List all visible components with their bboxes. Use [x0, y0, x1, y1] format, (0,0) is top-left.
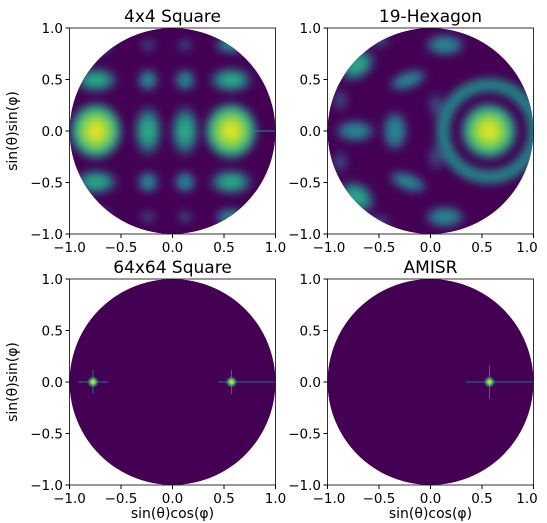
panel-amisr: AMISR sin(θ)cos(φ) −1.0 −0.5 0.0 0.5 1.0… — [288, 258, 538, 522]
y-tick-label: −0.5 — [288, 176, 321, 192]
y-tick-label: −1.0 — [30, 227, 63, 243]
x-tick-label: −0.5 — [105, 240, 138, 256]
y-tick-label: −1.0 — [30, 478, 63, 494]
x-ticks: −1.0 −0.5 0.0 0.5 1.0 — [53, 234, 286, 256]
x-tick-label: −0.5 — [363, 491, 396, 507]
x-tick-label: 0.5 — [213, 491, 234, 507]
chart-title: AMISR — [404, 258, 458, 278]
y-tick-label: −0.5 — [30, 176, 63, 192]
x-tick-label: 1.0 — [516, 240, 537, 256]
y-tick-label: 1.0 — [42, 272, 63, 288]
x-tick-label: 1.0 — [265, 240, 286, 256]
x-ticks: −1.0 −0.5 0.0 0.5 1.0 — [53, 485, 286, 507]
y-tick-label: 1.0 — [42, 21, 63, 37]
x-tick-label: 0.0 — [420, 491, 441, 507]
y-tick-label: 0.5 — [42, 73, 63, 89]
x-tick-label: 0.0 — [162, 491, 183, 507]
y-tick-label: 1.0 — [300, 21, 321, 37]
beam-pattern-amisr — [327, 279, 534, 485]
y-axis-label: sin(θ)sin(φ) — [5, 91, 21, 171]
x-tick-label: 0.5 — [471, 240, 492, 256]
x-tick-label: −1.0 — [313, 240, 346, 256]
x-tick-label: −1.0 — [313, 491, 346, 507]
x-tick-label: 0.5 — [471, 491, 492, 507]
y-tick-label: 0.0 — [42, 375, 63, 391]
beam-pattern-64x64 — [69, 279, 276, 485]
chart-title: 4x4 Square — [124, 7, 221, 27]
x-tick-label: 1.0 — [265, 491, 286, 507]
x-tick-label: −1.0 — [53, 491, 86, 507]
x-tick-label: 0.5 — [213, 240, 234, 256]
y-tick-label: 0.0 — [300, 375, 321, 391]
y-tick-label: 0.0 — [300, 124, 321, 140]
y-ticks: 1.0 0.5 0.0 −0.5 −1.0 — [288, 272, 328, 494]
y-tick-label: −1.0 — [288, 478, 321, 494]
y-tick-label: 0.5 — [42, 324, 63, 340]
y-tick-label: −0.5 — [288, 427, 321, 443]
x-tick-label: −1.0 — [53, 240, 86, 256]
chart-title: 64x64 Square — [113, 258, 232, 278]
x-tick-label: −0.5 — [105, 491, 138, 507]
y-ticks: 1.0 0.5 0.0 −0.5 −1.0 — [30, 272, 70, 494]
beam-pattern-4x4 — [69, 28, 276, 234]
x-tick-label: 1.0 — [516, 491, 537, 507]
x-axis-label: sin(θ)cos(φ) — [131, 506, 214, 522]
panel-4x4-square: 4x4 Square sin(θ)sin(φ) −1.0 −0.5 0.0 0.… — [5, 7, 286, 256]
y-ticks: 1.0 0.5 0.0 −0.5 −1.0 — [288, 21, 328, 243]
panel-19-hexagon: 19-Hexagon −1.0 −0.5 0.0 0.5 1.0 1.0 0.5… — [288, 7, 538, 256]
y-ticks: 1.0 0.5 0.0 −0.5 −1.0 — [30, 21, 70, 243]
x-tick-label: 0.0 — [420, 240, 441, 256]
y-tick-label: 0.0 — [42, 124, 63, 140]
x-ticks: −1.0 −0.5 0.0 0.5 1.0 — [313, 485, 538, 507]
x-tick-label: −0.5 — [363, 240, 396, 256]
x-axis-label: sin(θ)cos(φ) — [389, 506, 472, 522]
y-tick-label: 0.5 — [300, 73, 321, 89]
x-tick-label: 0.0 — [162, 240, 183, 256]
x-ticks: −1.0 −0.5 0.0 0.5 1.0 — [313, 234, 538, 256]
y-tick-label: 0.5 — [300, 324, 321, 340]
beam-pattern-19-hexagon — [327, 28, 534, 234]
panel-64x64-square: 64x64 Square sin(θ)sin(φ) sin(θ)cos(φ) −… — [5, 258, 286, 522]
y-tick-label: −0.5 — [30, 427, 63, 443]
y-tick-label: −1.0 — [288, 227, 321, 243]
y-axis-label: sin(θ)sin(φ) — [5, 342, 21, 422]
y-tick-label: 1.0 — [300, 272, 321, 288]
chart-title: 19-Hexagon — [379, 7, 482, 27]
